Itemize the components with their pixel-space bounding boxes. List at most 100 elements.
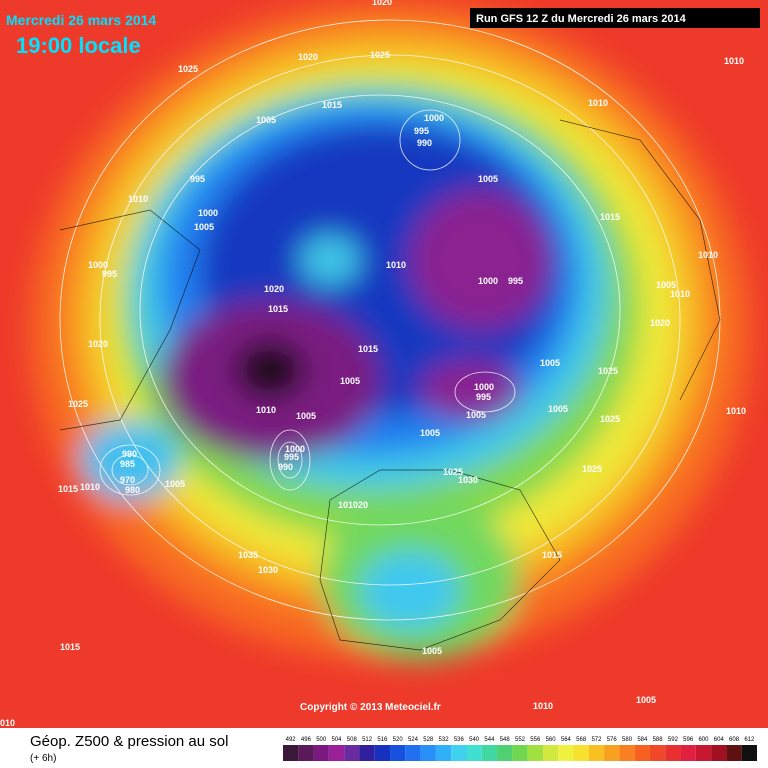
isobar-label: 1010	[386, 260, 406, 270]
colorbar-label: 608	[729, 737, 740, 743]
colorbar-swatch	[711, 745, 727, 761]
isobar-label: 1005	[466, 410, 486, 420]
isobar-label: 1010	[588, 98, 608, 108]
colorbar-swatch	[726, 745, 742, 761]
colorbar-swatch	[619, 745, 635, 761]
isobar-label: 1010	[533, 701, 553, 711]
isobar-label: 1005	[656, 280, 676, 290]
colorbar-swatch	[588, 745, 605, 761]
isobar-label: 1010	[128, 194, 148, 204]
isobar-label: 1015	[322, 100, 342, 110]
colorbar-label: 584	[637, 737, 648, 743]
isobar-label: 1005	[194, 222, 214, 232]
colorbar-swatch	[680, 745, 696, 761]
colorbar-label: 540	[469, 737, 480, 743]
date-label: Mercredi 26 mars 2014	[6, 12, 156, 28]
isobar-label: 1005	[478, 174, 498, 184]
colorbar-swatch	[420, 745, 436, 761]
isobar-label: 1020	[298, 52, 318, 62]
isobar-label: 995	[508, 276, 523, 286]
colorbar-swatch	[451, 745, 467, 761]
isobar-label: 101020	[338, 500, 368, 510]
colorbar-swatch	[512, 745, 528, 761]
colorbar-label: 580	[622, 737, 633, 743]
colorbar-swatch	[542, 745, 559, 761]
isobar-label: 1010	[80, 482, 100, 492]
colorbar-label: 588	[653, 737, 664, 743]
isobar-label: 1005	[420, 428, 440, 438]
isobar-label: 990	[417, 138, 432, 148]
isobar-label: 1005	[296, 411, 316, 421]
isobar-label: 1005	[256, 115, 276, 125]
colorbar-label: 556	[530, 737, 541, 743]
colorbar-label: 600	[698, 737, 709, 743]
isobar-label: 1010	[256, 405, 276, 415]
isobar-label: 1025	[370, 50, 390, 60]
isobar-label: 1005	[422, 646, 442, 656]
colorbar-swatch	[558, 745, 574, 761]
colorbar-swatch	[665, 745, 681, 761]
isobar-label: 970	[120, 475, 135, 485]
isobar-label: 995	[414, 126, 429, 136]
colorbar-swatch	[405, 745, 421, 761]
colorbar-label: 552	[515, 737, 526, 743]
isobar-label: 990	[278, 462, 293, 472]
colorbar-swatch	[481, 745, 498, 761]
colorbar-label: 500	[316, 737, 327, 743]
isobar-label: 1015	[268, 304, 288, 314]
map-field	[0, 0, 768, 728]
isobar-label: 1025	[178, 64, 198, 74]
run-banner	[470, 8, 760, 28]
isobar-label: 990	[122, 449, 137, 459]
isobar-label: 1015	[542, 550, 562, 560]
colorbar-label: 536	[454, 737, 465, 743]
colorbar: 492 496 500 504 508 512 516 520 524 528 532 536 540 5…	[283, 737, 757, 761]
isobar-label: 1025	[68, 399, 88, 409]
colorbar-label: 568	[576, 737, 587, 743]
isobar-label: 1010	[698, 250, 718, 260]
isobar-label: 1000	[88, 260, 108, 270]
isobar-label: 1000	[285, 444, 305, 454]
colorbar-label: 548	[500, 737, 511, 743]
copyright: Copyright © 2013 Meteociel.fr	[300, 702, 441, 713]
colorbar-label: 612	[744, 737, 755, 743]
colorbar-label: 504	[332, 737, 343, 743]
colorbar-swatch	[527, 745, 543, 761]
colorbar-label: 492	[286, 737, 297, 743]
colorbar-label: 508	[347, 737, 358, 743]
isobar-label: 1005	[165, 479, 185, 489]
colorbar-label: 572	[591, 737, 602, 743]
colorbar-swatch	[374, 745, 391, 761]
colorbar-swatch	[435, 745, 452, 761]
footer-title: Géop. Z500 & pression au sol	[30, 733, 228, 750]
isobar-label: 1025	[582, 464, 602, 474]
isobar-label: 995	[102, 269, 117, 279]
colorbar-label: 596	[683, 737, 694, 743]
isobar-label: 1015	[600, 212, 620, 222]
isobar-label: 980	[125, 485, 140, 495]
colorbar-label: 520	[393, 737, 404, 743]
isobar-label: 1025	[598, 366, 618, 376]
isobar-label: 1000	[198, 208, 218, 218]
isobar-label: 1015	[58, 484, 78, 494]
colorbar-swatch	[497, 745, 513, 761]
isobar-label: 1030	[458, 475, 478, 485]
colorbar-label: 528	[423, 737, 434, 743]
run-label: Run GFS 12 Z du Mercredi 26 mars 2014	[476, 13, 687, 25]
isobar-label: 1035	[238, 550, 258, 560]
colorbar-swatch	[344, 745, 360, 761]
colorbar-label: 560	[546, 737, 557, 743]
isobar-label: 1025	[443, 467, 463, 477]
colorbar-swatch	[466, 745, 482, 761]
isobar-label: 1005	[636, 695, 656, 705]
isobar-label: 1025	[600, 414, 620, 424]
colorbar-swatch	[634, 745, 650, 761]
colorbar-swatch	[328, 745, 345, 761]
isobar-label: 995	[190, 174, 205, 184]
colorbar-label: 604	[714, 737, 725, 743]
colorbar-label: 512	[362, 737, 373, 743]
colorbar-label: 544	[484, 737, 495, 743]
isobar-label: 995	[476, 392, 491, 402]
